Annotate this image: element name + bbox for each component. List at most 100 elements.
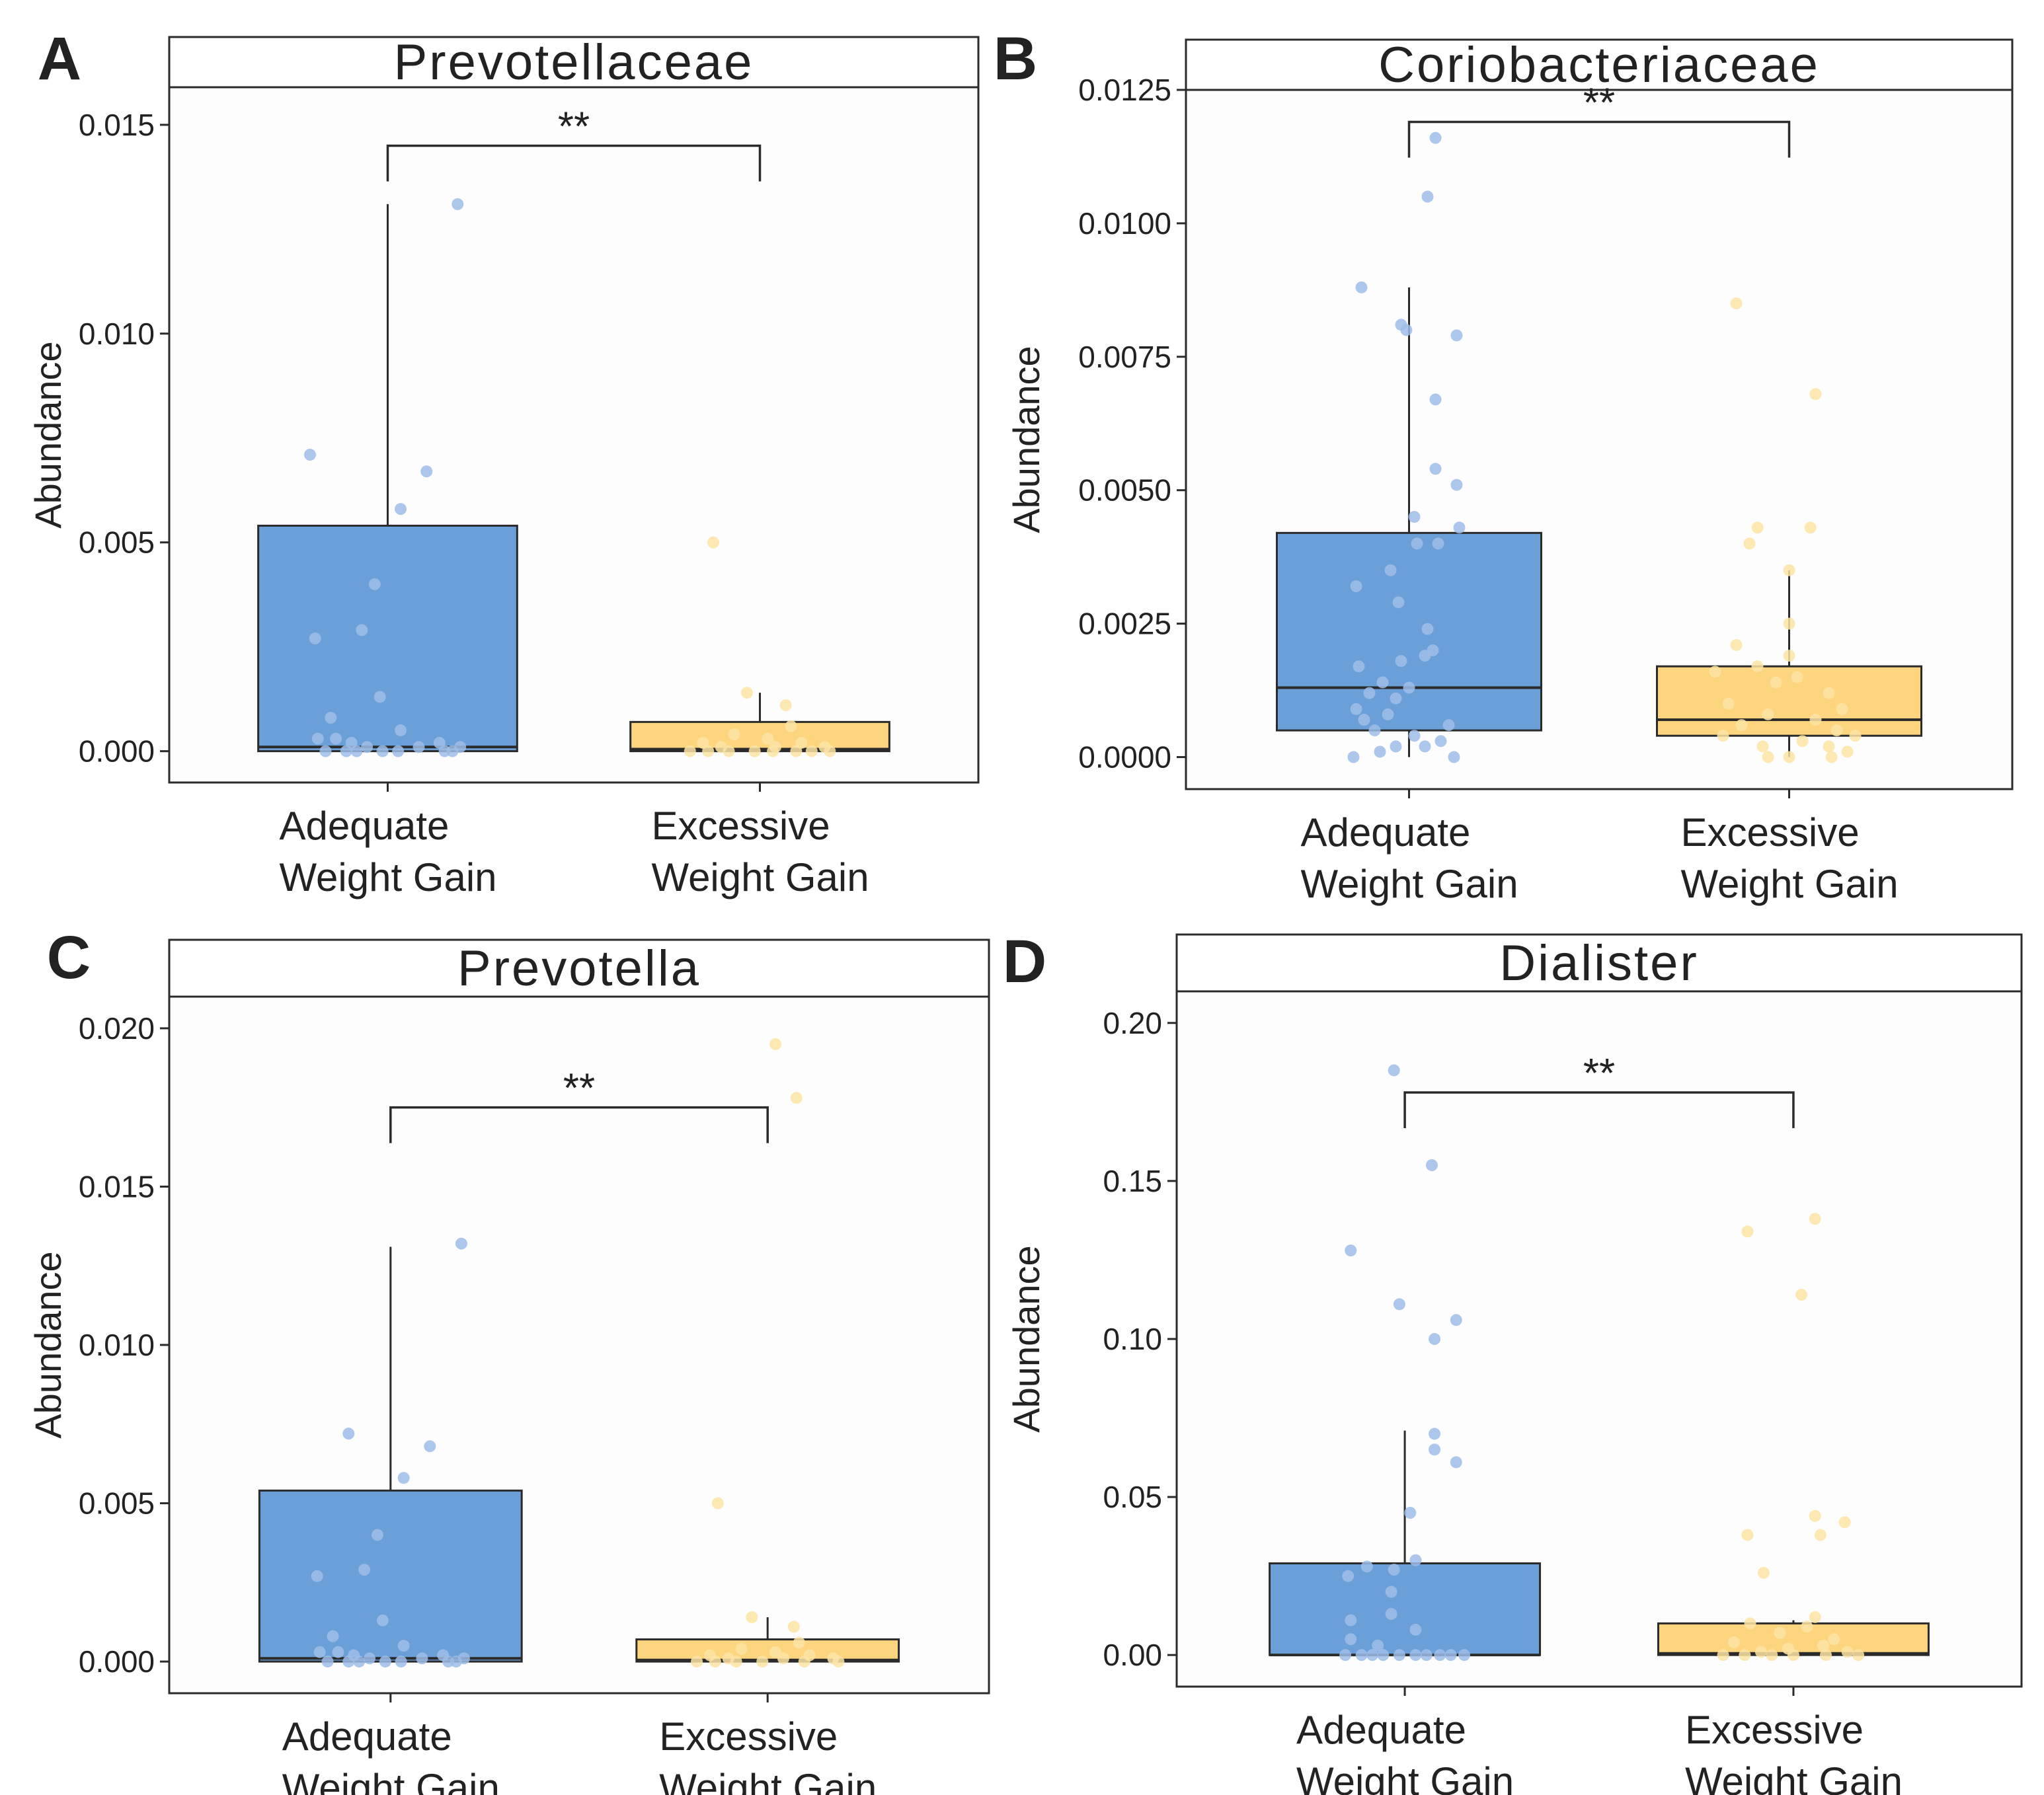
y-tick-label: 0.0000 xyxy=(1078,740,1171,775)
x-tick-label-line: Excessive xyxy=(659,1714,838,1759)
panel-letter: B xyxy=(994,25,1037,93)
data-point xyxy=(1368,724,1381,737)
panel-d: D Dialister 0.00 0.05 0.10 0.15 0.20 Abundance A… xyxy=(1003,928,2023,1795)
x-tick-label: Adequate Weight Gain xyxy=(282,1714,500,1795)
data-point xyxy=(1404,1507,1417,1519)
data-point xyxy=(1757,1566,1770,1579)
y-tick-label: 0.15 xyxy=(1103,1164,1162,1198)
data-point xyxy=(1342,1570,1355,1582)
panel-b: B Coriobacteriaceae 0.0000 0.0025 0.0050 0.00… xyxy=(994,25,2014,906)
data-point xyxy=(1836,703,1848,715)
facet-title: Prevotellaceae xyxy=(394,34,754,91)
data-point xyxy=(1796,735,1809,747)
data-point xyxy=(1429,1428,1441,1440)
y-tick-label: 0.010 xyxy=(79,1328,155,1362)
data-point xyxy=(1450,329,1463,342)
data-point xyxy=(777,1652,790,1665)
data-point xyxy=(1783,650,1795,662)
data-point xyxy=(1735,719,1748,732)
data-point xyxy=(340,745,352,757)
x-tick-label: Excessive Weight Gain xyxy=(1685,1708,1903,1795)
data-point xyxy=(1823,740,1835,753)
data-point xyxy=(1783,751,1795,763)
y-tick-label: 0.005 xyxy=(79,525,155,560)
data-point xyxy=(1442,719,1455,732)
data-point xyxy=(1741,1529,1754,1541)
data-point xyxy=(1421,190,1434,203)
data-point xyxy=(787,1621,800,1633)
data-point xyxy=(452,198,464,210)
data-point xyxy=(1372,1639,1384,1652)
data-point xyxy=(1353,660,1365,673)
y-tick-label: 0.05 xyxy=(1103,1480,1162,1514)
data-point xyxy=(748,745,761,757)
data-point xyxy=(1809,1509,1821,1522)
data-point xyxy=(1739,1649,1751,1661)
data-point xyxy=(1421,623,1434,635)
data-point xyxy=(1809,1611,1821,1623)
data-point xyxy=(790,1092,803,1104)
data-point xyxy=(1347,751,1360,763)
data-point xyxy=(1809,388,1822,401)
significance-bracket xyxy=(1403,1091,1795,1129)
data-point xyxy=(1458,1649,1471,1661)
x-tick-label-line: Excessive xyxy=(1681,810,1860,855)
data-point xyxy=(1408,730,1421,742)
box-excessive xyxy=(1656,665,1922,737)
data-point xyxy=(793,1636,805,1649)
data-point xyxy=(779,699,792,712)
panel-letter: D xyxy=(1003,928,1046,995)
data-point xyxy=(1432,537,1444,550)
x-tick-label: Adequate Weight Gain xyxy=(1296,1708,1514,1795)
y-axis-title: Abundance xyxy=(27,341,69,528)
data-point xyxy=(1450,478,1463,491)
data-point xyxy=(1783,617,1795,630)
data-point xyxy=(446,745,459,757)
data-point xyxy=(769,1038,782,1050)
data-point xyxy=(376,745,389,757)
x-tick-label-line: Weight Gain xyxy=(1296,1759,1514,1795)
data-point xyxy=(1350,703,1362,715)
data-point xyxy=(416,1652,428,1665)
data-point xyxy=(1795,1289,1808,1301)
x-tick-label-line: Weight Gain xyxy=(652,855,869,899)
y-axis-title: Abundance xyxy=(27,1251,69,1438)
data-point xyxy=(1408,511,1421,523)
data-point xyxy=(1762,708,1774,720)
plot-frame xyxy=(168,995,990,1695)
data-point xyxy=(684,745,696,757)
data-point xyxy=(1350,580,1362,593)
y-axis-title: Abundance xyxy=(1005,346,1047,533)
data-point xyxy=(1820,1649,1832,1661)
data-point xyxy=(1434,1649,1446,1661)
box-adequate xyxy=(1269,1562,1542,1656)
x-tick-label: Adequate Weight Gain xyxy=(1301,810,1518,906)
y-tick-label: 0.015 xyxy=(79,108,155,142)
significance-bracket xyxy=(386,144,762,182)
data-point xyxy=(395,1656,407,1668)
x-tick-label: Excessive Weight Gain xyxy=(1681,810,1899,906)
data-point xyxy=(342,1428,355,1440)
data-point xyxy=(1801,1621,1813,1633)
data-point xyxy=(1429,1443,1441,1456)
data-point xyxy=(1838,1516,1851,1529)
data-point xyxy=(1830,724,1843,737)
data-point xyxy=(730,1656,742,1668)
significance-label: ** xyxy=(558,104,590,149)
data-point xyxy=(1409,1649,1422,1661)
data-point xyxy=(1730,297,1743,310)
y-tick-label: 0.0075 xyxy=(1078,340,1171,374)
y-tick-label: 0.0100 xyxy=(1078,206,1171,241)
data-point xyxy=(397,1472,410,1484)
x-tick-label-line: Weight Gain xyxy=(282,1766,500,1795)
data-point xyxy=(1390,740,1402,753)
data-point xyxy=(1754,1646,1767,1658)
data-point xyxy=(1787,1649,1799,1661)
facet-title: Coriobacteriaceae xyxy=(1378,37,1820,93)
data-point xyxy=(767,745,779,757)
data-point xyxy=(1376,676,1389,689)
data-point xyxy=(1355,1649,1368,1661)
x-tick-label-line: Weight Gain xyxy=(1301,862,1518,906)
data-point xyxy=(1392,596,1405,609)
y-tick-label: 0.020 xyxy=(79,1011,155,1046)
